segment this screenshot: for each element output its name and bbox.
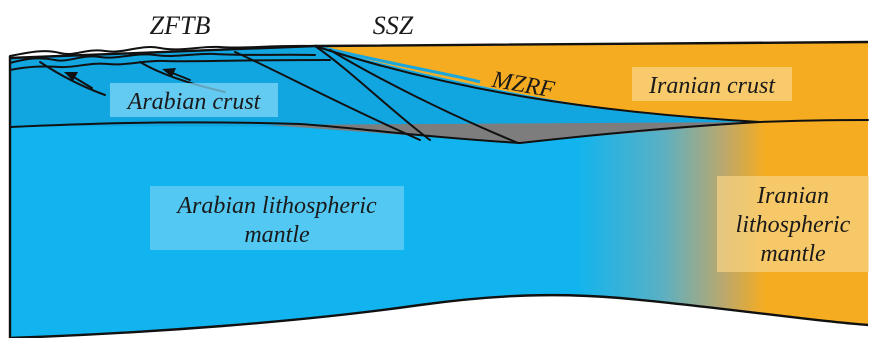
thrust-arrow-icon — [162, 68, 191, 81]
base-outline — [9, 293, 869, 338]
iranian-mantle-label-box — [717, 176, 869, 272]
fold-layer-3 — [9, 59, 331, 71]
iranian-mantle-label-line2: lithospheric — [736, 212, 851, 238]
thrust-fault-3 — [234, 51, 421, 141]
arabian-crust-label: Arabian crust — [126, 89, 262, 115]
arabian-mantle-label-line1: Arabian lithospheric — [175, 193, 377, 219]
iranian-crust-label: Iranian crust — [648, 73, 776, 99]
zftb-label: ZFTB — [150, 11, 211, 40]
iranian-crust-label-box — [632, 67, 792, 101]
arabian-mantle-label-line2: mantle — [244, 222, 310, 248]
section-outline — [9, 40, 869, 60]
iranian-crust — [315, 42, 868, 124]
moho-line — [9, 119, 869, 144]
fold-layer-1 — [9, 44, 316, 57]
lithospheric-mantle — [10, 122, 868, 338]
mzrf-line — [314, 45, 761, 123]
thrust-arrow-icon — [64, 72, 93, 89]
ssz-label: SSZ — [373, 11, 414, 40]
arabian-crust-label-box — [110, 83, 278, 117]
thrust-fault-4 — [314, 45, 431, 141]
thrust-fault-1 — [39, 61, 106, 96]
thrust-fault-5 — [329, 49, 519, 144]
iranian-mantle-label-line1: Iranian — [756, 183, 829, 209]
arabian-mantle-label-box — [150, 186, 404, 250]
suture-rim — [314, 44, 481, 84]
iranian-mantle-label-line3: mantle — [760, 241, 826, 267]
